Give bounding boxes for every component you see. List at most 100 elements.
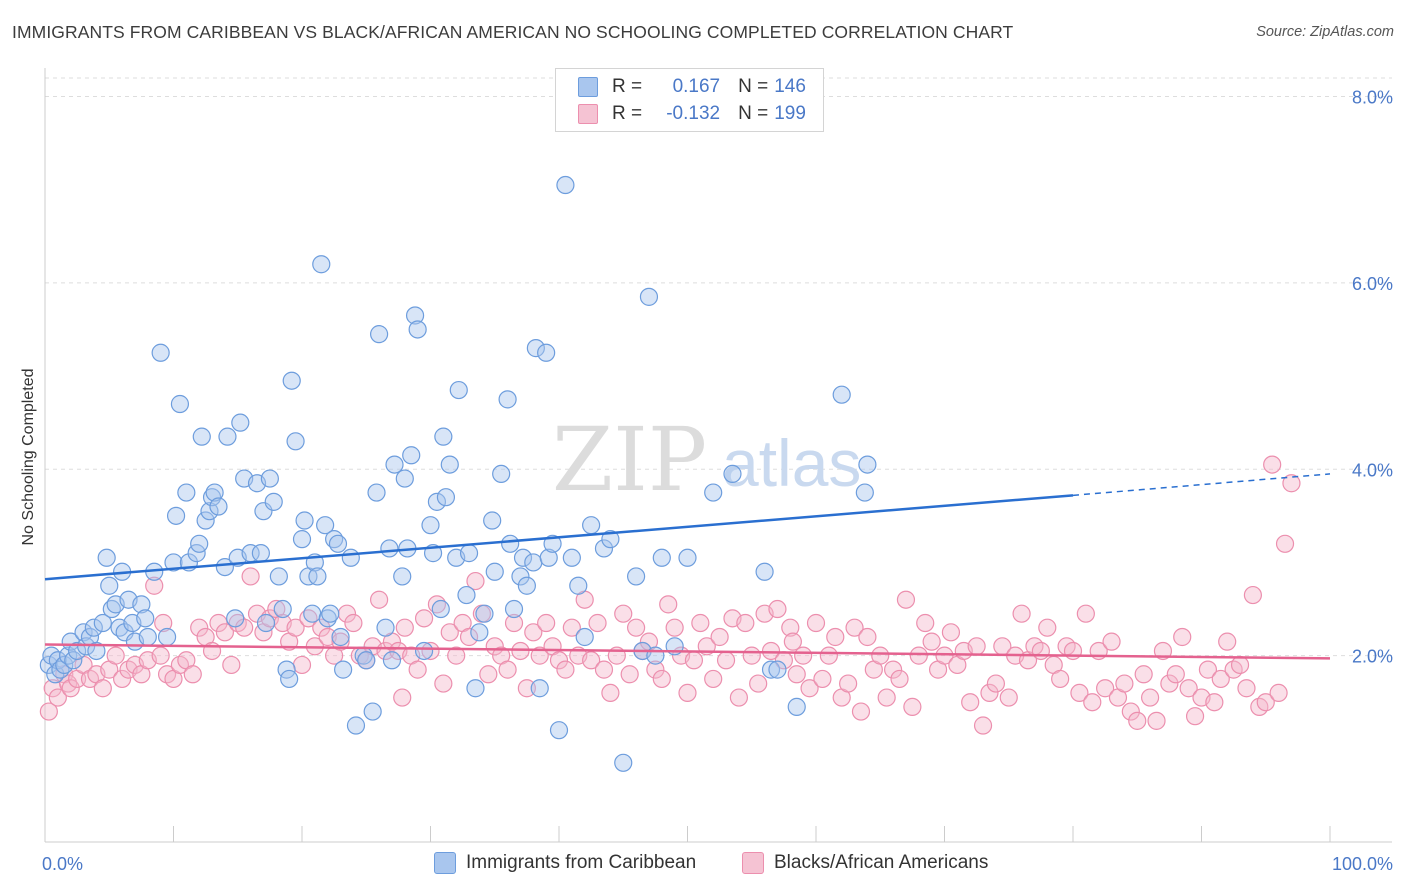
point-caribbean	[539, 548, 558, 567]
point-caribbean	[367, 483, 386, 502]
point-caribbean	[132, 595, 151, 614]
watermark: ZIP atlas	[552, 408, 861, 511]
point-black	[594, 660, 614, 679]
watermark-atlas: atlas	[722, 426, 861, 500]
point-black	[1102, 632, 1121, 651]
point-caribbean	[84, 618, 103, 637]
point-caribbean	[316, 516, 335, 535]
point-caribbean	[492, 464, 511, 484]
series-swatch-blue	[434, 852, 456, 874]
point-caribbean	[421, 516, 440, 535]
point-caribbean	[855, 483, 874, 502]
point-black	[286, 618, 305, 637]
legend-n-value: 146	[774, 76, 806, 97]
point-black	[877, 688, 896, 707]
point-black	[729, 688, 749, 707]
point-black	[1237, 679, 1256, 698]
point-caribbean	[526, 339, 545, 358]
point-caribbean	[77, 637, 96, 656]
point-black	[678, 683, 697, 703]
trend-lines	[44, 473, 1331, 660]
point-black	[1076, 604, 1095, 623]
point-black	[1070, 683, 1089, 703]
point-black	[588, 613, 607, 633]
point-black	[813, 669, 832, 689]
point-black	[652, 669, 671, 689]
point-caribbean	[312, 255, 331, 274]
point-black	[183, 665, 202, 684]
point-black	[819, 646, 838, 665]
point-black	[447, 646, 466, 665]
point-caribbean	[530, 679, 549, 698]
point-black	[1218, 632, 1237, 651]
point-caribbean	[427, 492, 447, 511]
point-black	[922, 632, 941, 651]
point-caribbean	[280, 669, 299, 689]
point-caribbean	[200, 502, 219, 521]
point-black	[826, 627, 845, 647]
point-caribbean	[215, 557, 234, 577]
point-caribbean	[334, 660, 353, 679]
series-label-black: Blacks/African Americans	[774, 852, 989, 873]
point-black	[556, 660, 575, 679]
point-caribbean	[582, 516, 601, 535]
point-caribbean	[393, 567, 412, 586]
point-black	[498, 660, 517, 679]
point-caribbean	[380, 539, 399, 558]
point-black	[517, 679, 536, 698]
point-caribbean	[414, 641, 434, 661]
point-black	[370, 590, 389, 609]
point-caribbean	[226, 609, 245, 628]
point-caribbean	[166, 506, 186, 525]
point-black	[466, 571, 485, 591]
point-caribbean	[575, 627, 594, 647]
watermark-zip: ZIP	[552, 408, 707, 511]
point-black	[562, 618, 581, 637]
point-black	[806, 613, 826, 633]
point-black	[1121, 702, 1140, 721]
y-tick-label: 2.0%	[1352, 647, 1393, 667]
point-black	[582, 651, 601, 670]
point-black	[716, 651, 736, 670]
point-black	[614, 604, 633, 623]
point-caribbean	[723, 464, 742, 484]
legend-row-caribbean: R = 0.167 N = 146	[578, 74, 806, 100]
point-black	[761, 641, 781, 661]
point-black	[659, 595, 678, 614]
point-black	[1185, 707, 1205, 726]
point-caribbean	[569, 576, 588, 595]
point-caribbean	[136, 609, 155, 628]
point-caribbean	[395, 469, 414, 488]
point-caribbean	[64, 651, 83, 670]
point-caribbean	[431, 599, 450, 619]
point-caribbean	[376, 618, 395, 637]
point-black	[537, 613, 556, 633]
point-black	[479, 665, 498, 684]
point-black	[312, 618, 331, 637]
point-black	[871, 646, 890, 665]
point-black	[710, 627, 729, 647]
point-caribbean	[524, 553, 543, 572]
point-caribbean	[537, 343, 556, 362]
point-caribbean	[457, 585, 476, 605]
point-black	[986, 674, 1006, 693]
point-caribbean	[363, 702, 382, 721]
series-legend-caribbean: Immigrants from Caribbean	[434, 852, 696, 874]
point-black	[549, 651, 569, 670]
point-caribbean	[151, 343, 170, 362]
point-caribbean	[303, 604, 322, 623]
point-caribbean	[205, 483, 224, 502]
point-black	[112, 669, 132, 689]
point-black	[376, 641, 395, 661]
point-black	[459, 627, 479, 647]
point-caribbean	[475, 604, 494, 623]
point-black	[1198, 660, 1218, 679]
point-black	[1128, 711, 1147, 730]
point-black	[1173, 627, 1192, 647]
point-black	[883, 660, 903, 679]
point-caribbean	[286, 432, 305, 451]
series-legend-black: Blacks/African Americans	[742, 852, 988, 874]
point-black	[48, 688, 67, 707]
trend-extension-caribbean	[1072, 473, 1331, 497]
tick-labels: 2.0% 4.0% 6.0% 8.0% 0.0% 100.0%	[42, 88, 1393, 875]
